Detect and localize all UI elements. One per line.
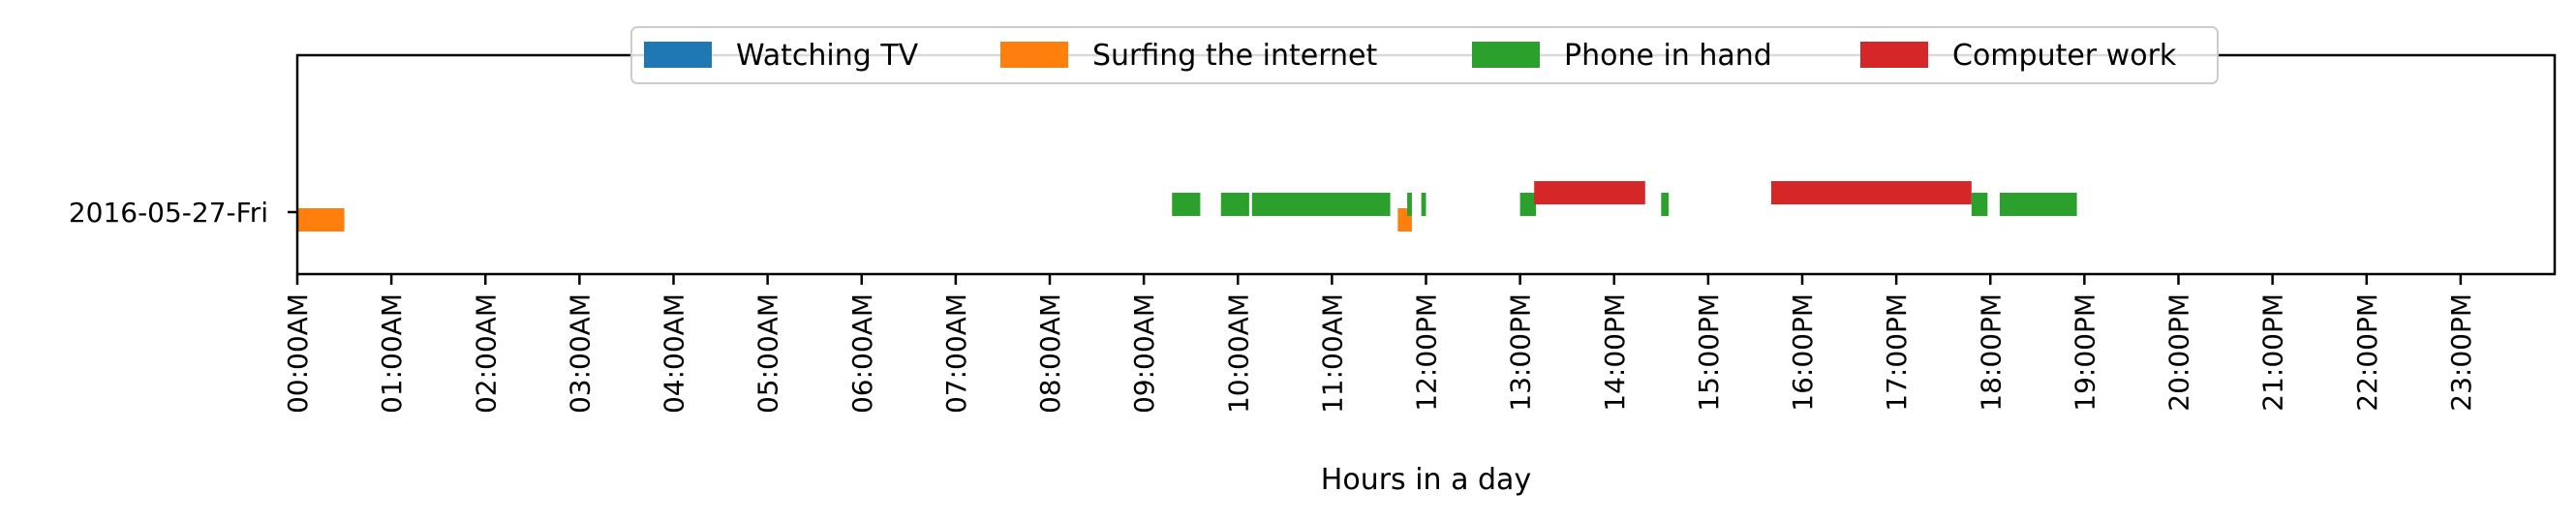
x-tick-label-19: 19:00PM	[2069, 293, 2101, 412]
legend-box	[630, 26, 2219, 84]
x-tick-label-1: 01:00AM	[376, 293, 408, 414]
x-tick-label-4: 04:00AM	[659, 293, 690, 414]
x-tick-label-9: 09:00AM	[1128, 293, 1160, 414]
legend-label-computer-work: Computer work	[1952, 39, 2177, 73]
legend-swatch-watching-tv	[644, 42, 712, 68]
x-tick-label-10: 10:00AM	[1222, 293, 1254, 414]
activity-bars	[297, 181, 2077, 231]
x-tick-label-18: 18:00PM	[1975, 293, 2007, 412]
legend-swatch-surfing-the-internet	[1000, 42, 1068, 68]
x-tick-label-2: 02:00AM	[470, 293, 502, 414]
bar-phone-in-hand-2	[1251, 193, 1391, 216]
x-tick-label-20: 20:00PM	[2163, 293, 2195, 412]
bar-phone-in-hand-3	[1407, 193, 1412, 216]
legend-swatch-computer-work	[1860, 42, 1928, 68]
bar-computer-work-0	[1534, 181, 1645, 204]
bar-phone-in-hand-7	[1971, 193, 1988, 216]
plot-frame	[295, 53, 2557, 276]
legend-swatch-phone-in-hand	[1472, 42, 1540, 68]
legend-label-phone-in-hand: Phone in hand	[1564, 39, 1772, 73]
x-tick-label-22: 22:00PM	[2351, 293, 2383, 412]
x-tick-label-8: 08:00AM	[1034, 293, 1066, 414]
x-tick-label-3: 03:00AM	[564, 293, 596, 414]
bar-phone-in-hand-1	[1220, 193, 1249, 216]
legend-label-watching-tv: Watching TV	[736, 39, 919, 73]
bar-surfing-the-internet-0	[297, 208, 345, 231]
x-tick-label-13: 13:00PM	[1505, 293, 1537, 412]
bar-phone-in-hand-6	[1661, 193, 1670, 216]
bar-phone-in-hand-5	[1519, 193, 1537, 216]
x-tick-label-21: 21:00PM	[2257, 293, 2289, 412]
legend-label-surfing-the-internet: Surfing the internet	[1092, 39, 1377, 73]
x-tick-label-11: 11:00AM	[1316, 293, 1348, 414]
legend: Watching TV Surfing the internet Phone in …	[630, 26, 2219, 84]
x-tick-label-12: 12:00PM	[1411, 293, 1443, 412]
y-tick-label-0: 2016-05-27-Fri	[69, 197, 268, 229]
x-tick-label-6: 06:00AM	[846, 293, 878, 414]
x-axis-label: Hours in a day	[1321, 463, 1531, 497]
x-tick-label-0: 00:00AM	[282, 293, 314, 414]
bar-phone-in-hand-4	[1421, 193, 1426, 216]
x-tick-label-15: 15:00PM	[1693, 293, 1725, 412]
bar-computer-work-1	[1770, 181, 1972, 204]
x-tick-label-14: 14:00PM	[1599, 293, 1631, 412]
x-tick-label-5: 05:00AM	[752, 293, 784, 414]
x-tick-label-23: 23:00PM	[2445, 293, 2477, 412]
x-tick-label-16: 16:00PM	[1787, 293, 1819, 412]
x-tick-label-7: 07:00AM	[940, 293, 972, 414]
bar-phone-in-hand-8	[1999, 193, 2077, 216]
y-axis: 2016-05-27-Fri	[69, 197, 297, 229]
x-tick-label-17: 17:00PM	[1881, 293, 1913, 412]
x-axis: 00:00AM 01:00AM 02:00AM 03:00AM 04:00AM 05:00…	[282, 274, 2477, 414]
bar-phone-in-hand-0	[1172, 193, 1201, 216]
